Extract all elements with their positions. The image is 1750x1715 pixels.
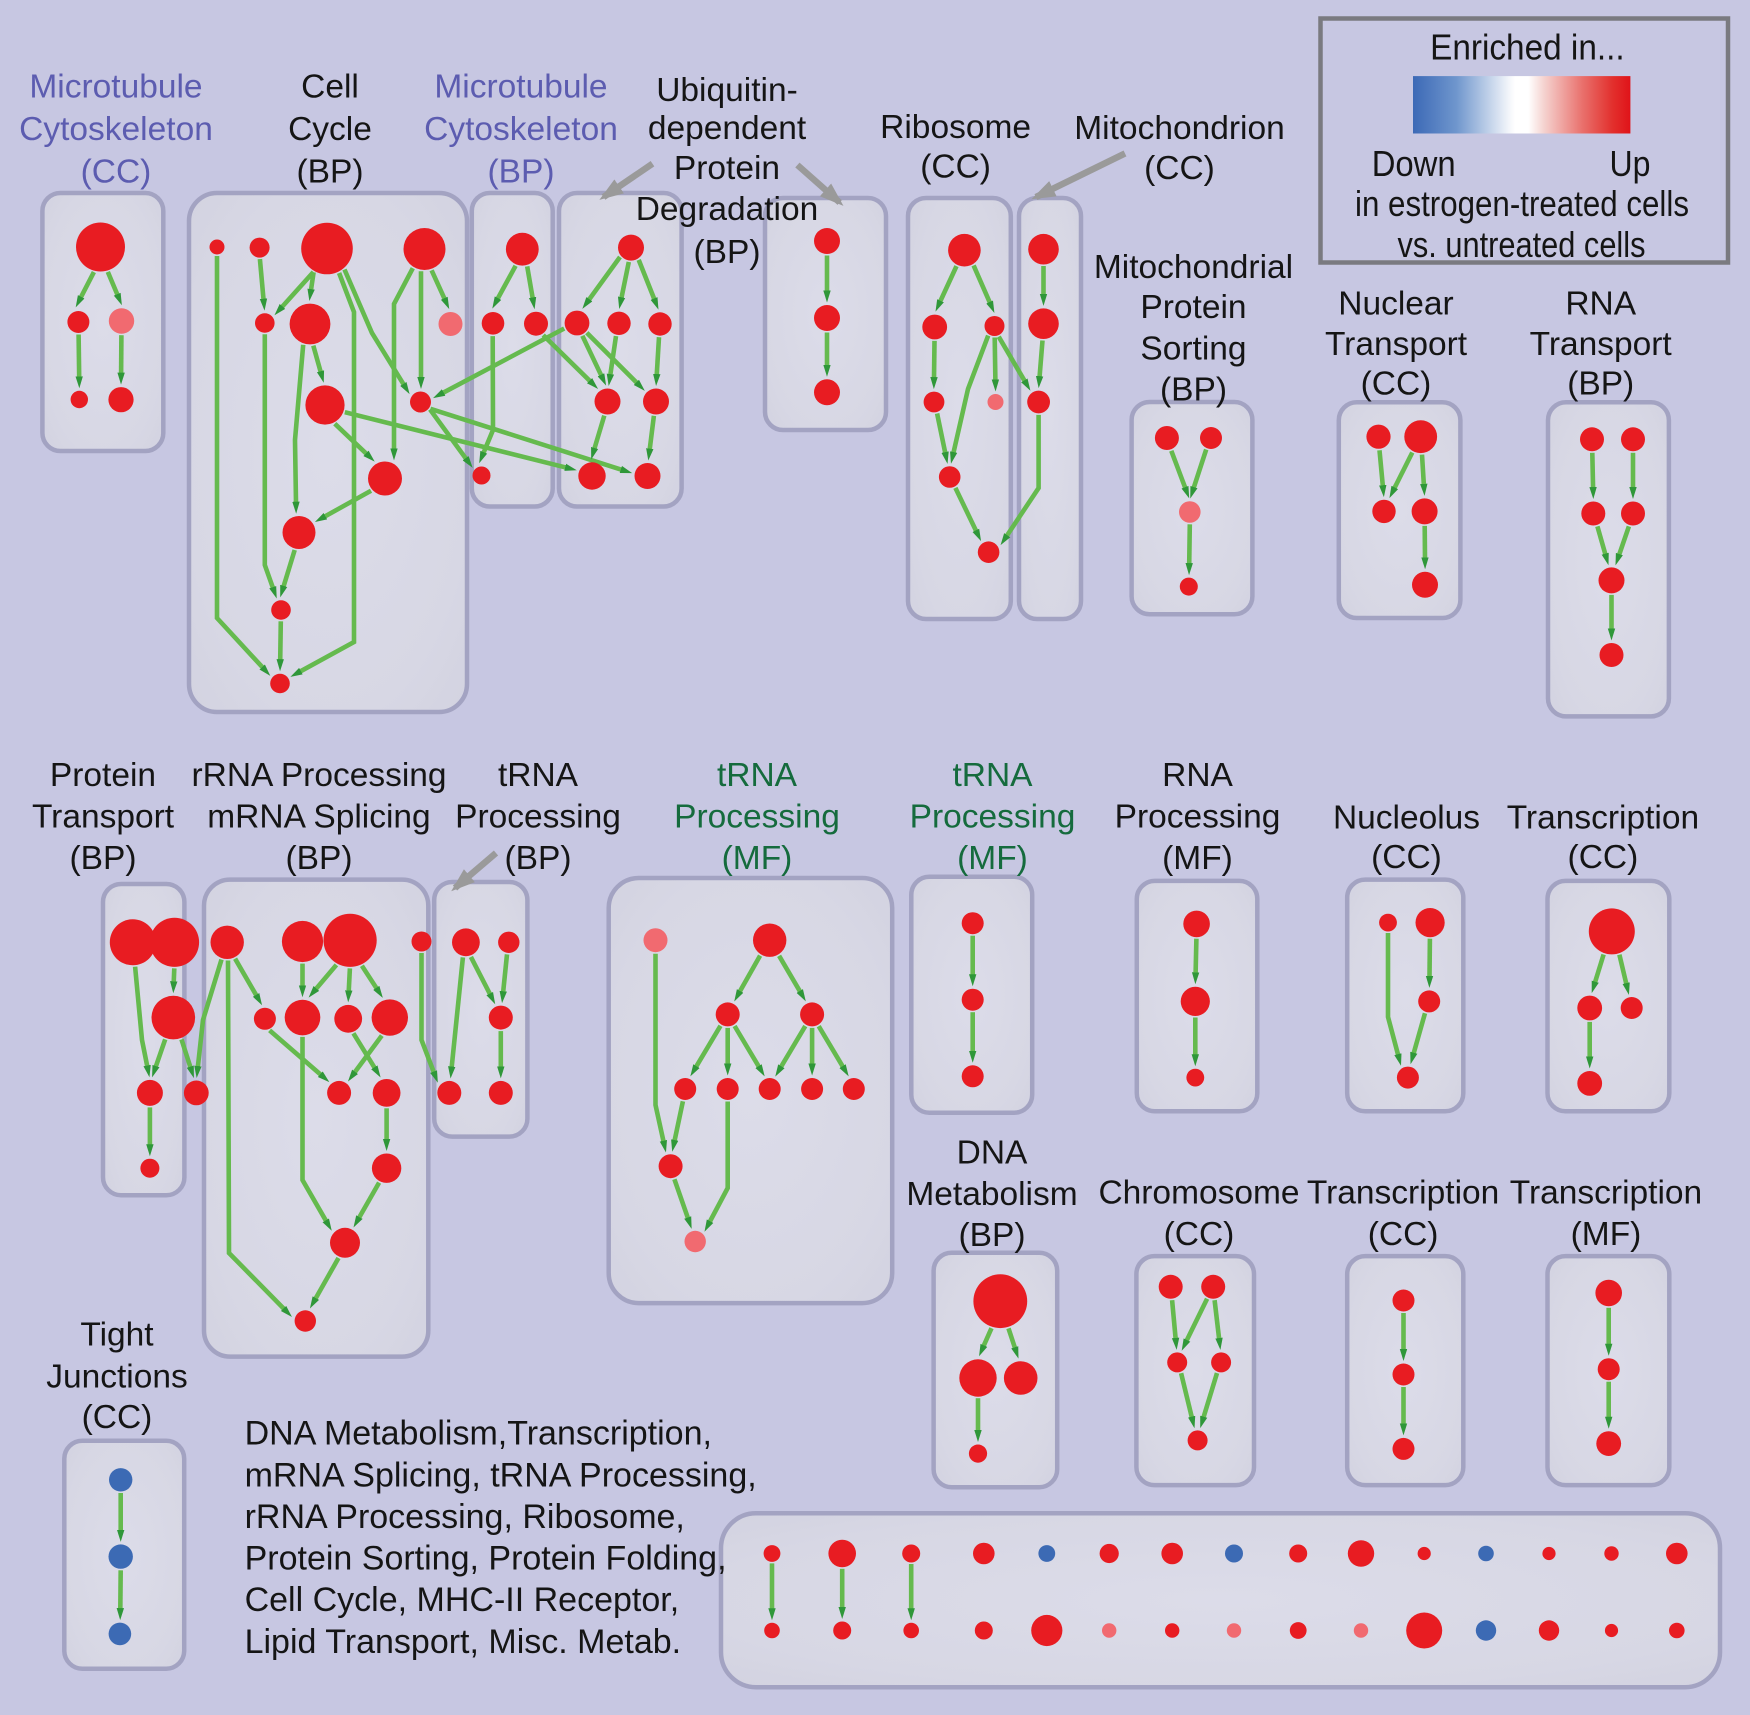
svg-text:Nuclear: Nuclear <box>1338 286 1453 323</box>
svg-text:Protein Sorting, Protein Foldi: Protein Sorting, Protein Folding, <box>245 1540 727 1578</box>
svg-text:(CC): (CC) <box>81 154 152 191</box>
svg-text:Ubiquitin-: Ubiquitin- <box>656 72 798 109</box>
svg-text:mRNA Splicing, tRNA Processing: mRNA Splicing, tRNA Processing, <box>245 1456 757 1494</box>
svg-text:Transport: Transport <box>1325 326 1468 363</box>
svg-text:(CC): (CC) <box>1361 366 1432 403</box>
svg-text:(CC): (CC) <box>1144 150 1215 187</box>
svg-text:Lipid Transport, Misc. Metab.: Lipid Transport, Misc. Metab. <box>245 1623 682 1661</box>
svg-text:(MF): (MF) <box>722 840 793 877</box>
svg-text:Transcription: Transcription <box>1307 1175 1499 1212</box>
svg-text:Chromosome: Chromosome <box>1098 1175 1299 1212</box>
svg-text:Processing: Processing <box>674 799 840 836</box>
svg-text:(CC): (CC) <box>82 1399 153 1436</box>
svg-text:(BP): (BP) <box>286 840 353 877</box>
svg-text:Transcription: Transcription <box>1510 1175 1702 1212</box>
svg-text:(MF): (MF) <box>1571 1216 1642 1253</box>
svg-text:Mitochondrial: Mitochondrial <box>1094 249 1293 286</box>
svg-text:(BP): (BP) <box>70 840 137 877</box>
svg-text:RNA: RNA <box>1162 757 1233 794</box>
svg-text:tRNA: tRNA <box>717 757 798 794</box>
svg-text:(CC): (CC) <box>1371 839 1442 876</box>
svg-text:Processing: Processing <box>455 799 621 836</box>
svg-text:mRNA Splicing: mRNA Splicing <box>207 799 430 836</box>
svg-text:(CC): (CC) <box>1568 839 1639 876</box>
svg-text:Junctions: Junctions <box>46 1359 188 1396</box>
svg-text:Tight: Tight <box>80 1317 154 1354</box>
svg-text:tRNA: tRNA <box>952 757 1033 794</box>
svg-text:Microtubule: Microtubule <box>29 69 202 106</box>
svg-text:DNA: DNA <box>957 1135 1028 1172</box>
svg-text:Enriched in...: Enriched in... <box>1430 27 1625 68</box>
svg-text:Processing: Processing <box>1115 799 1281 836</box>
svg-text:Microtubule: Microtubule <box>434 69 607 106</box>
svg-text:Cell Cycle, MHC-II Receptor,: Cell Cycle, MHC-II Receptor, <box>245 1581 680 1619</box>
svg-text:Protein: Protein <box>674 150 780 187</box>
svg-text:Processing: Processing <box>910 799 1076 836</box>
svg-text:(MF): (MF) <box>1162 840 1233 877</box>
svg-text:(CC): (CC) <box>920 149 991 186</box>
svg-text:(BP): (BP) <box>959 1217 1026 1254</box>
svg-text:Protein: Protein <box>1140 289 1246 326</box>
svg-text:Sorting: Sorting <box>1140 331 1246 368</box>
svg-text:(BP): (BP) <box>505 840 572 877</box>
svg-text:Metabolism: Metabolism <box>906 1176 1077 1213</box>
svg-text:Ribosome: Ribosome <box>880 109 1031 146</box>
svg-text:rRNA Processing, Ribosome,: rRNA Processing, Ribosome, <box>245 1498 685 1536</box>
svg-text:(BP): (BP) <box>297 154 364 191</box>
svg-text:Cell: Cell <box>301 69 359 106</box>
svg-text:rRNA Processing: rRNA Processing <box>191 757 446 794</box>
svg-text:Up: Up <box>1610 143 1651 184</box>
svg-text:RNA: RNA <box>1565 286 1636 323</box>
svg-text:Mitochondrion: Mitochondrion <box>1074 110 1284 147</box>
svg-text:(BP): (BP) <box>694 234 761 271</box>
svg-text:(BP): (BP) <box>1567 366 1634 403</box>
svg-text:vs. untreated cells: vs. untreated cells <box>1398 224 1646 265</box>
svg-text:dependent: dependent <box>648 110 807 147</box>
svg-text:Transport: Transport <box>32 799 175 836</box>
svg-text:DNA Metabolism,Transcription,: DNA Metabolism,Transcription, <box>245 1415 712 1453</box>
svg-text:(BP): (BP) <box>1160 372 1227 409</box>
svg-text:Transcription: Transcription <box>1507 800 1699 837</box>
svg-text:Protein: Protein <box>50 757 156 794</box>
svg-text:Down: Down <box>1372 143 1456 184</box>
svg-text:Cytoskeleton: Cytoskeleton <box>424 111 618 148</box>
svg-text:Cytoskeleton: Cytoskeleton <box>19 111 213 148</box>
svg-text:Cycle: Cycle <box>288 111 372 148</box>
svg-text:tRNA: tRNA <box>498 757 579 794</box>
svg-text:(CC): (CC) <box>1368 1216 1439 1253</box>
svg-text:Transport: Transport <box>1530 326 1673 363</box>
svg-text:Nucleolus: Nucleolus <box>1333 800 1480 837</box>
svg-text:(CC): (CC) <box>1164 1216 1235 1253</box>
svg-text:Degradation: Degradation <box>636 191 819 228</box>
svg-text:(BP): (BP) <box>488 154 555 191</box>
svg-text:(MF): (MF) <box>957 840 1028 877</box>
svg-text:in estrogen-treated cells: in estrogen-treated cells <box>1355 183 1689 224</box>
